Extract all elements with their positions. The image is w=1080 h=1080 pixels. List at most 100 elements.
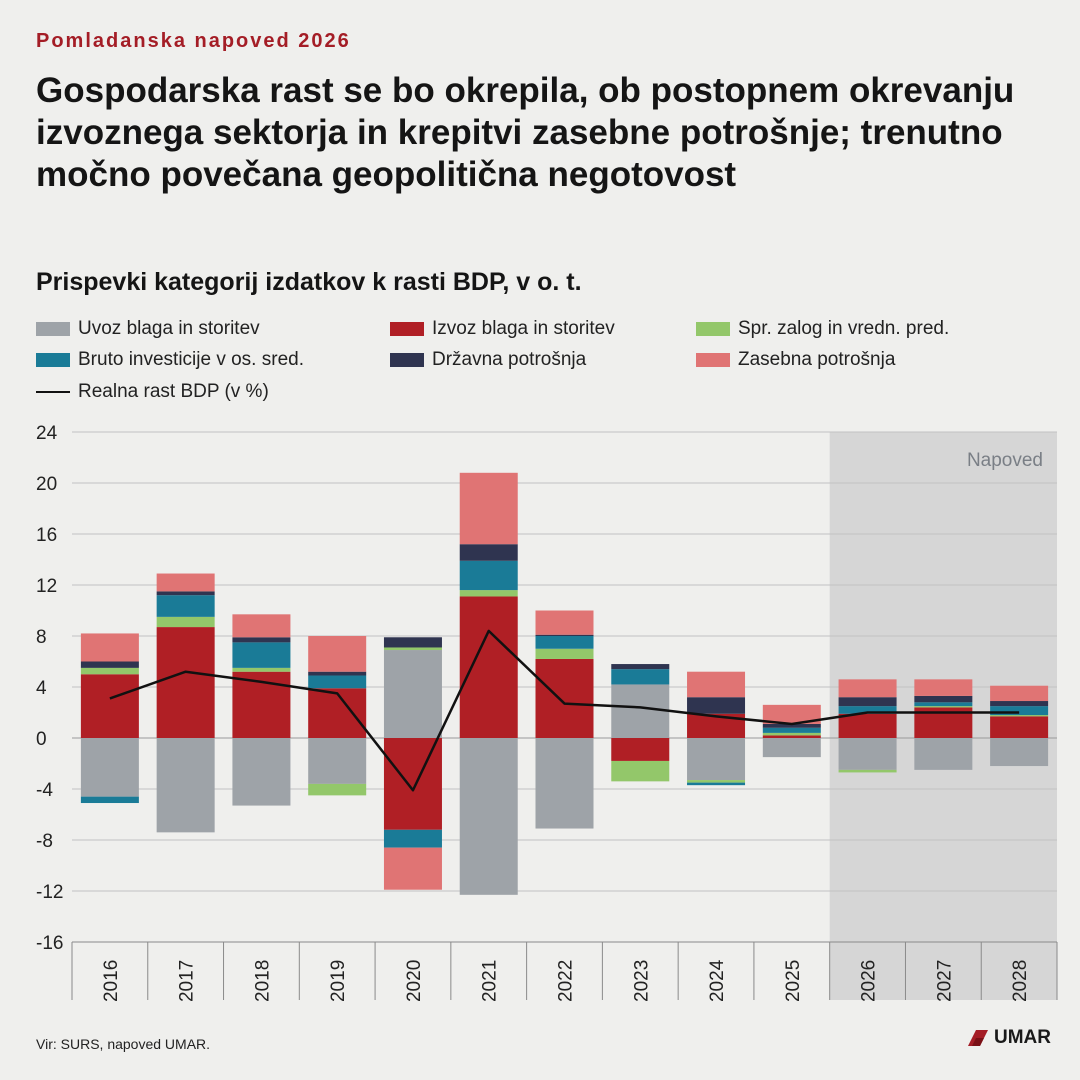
bar-segment bbox=[308, 636, 367, 672]
bar-segment bbox=[80, 738, 139, 797]
bar-segment bbox=[990, 685, 1049, 702]
umar-logo-icon bbox=[968, 1030, 988, 1046]
bar-segment bbox=[762, 727, 821, 733]
legend: Uvoz blaga in storitev Izvoz blaga in st… bbox=[36, 318, 1046, 418]
bar-segment bbox=[838, 713, 897, 738]
bar-segment bbox=[762, 732, 821, 736]
bar-segment bbox=[459, 596, 518, 738]
bar-segment bbox=[80, 633, 139, 662]
bar-segment bbox=[383, 647, 442, 651]
bar-segment bbox=[838, 697, 897, 707]
headline: Gospodarska rast se bo okrepila, ob post… bbox=[36, 71, 1015, 194]
bar-segment bbox=[308, 671, 367, 676]
bar-segment bbox=[687, 782, 746, 786]
bar-segment bbox=[459, 738, 518, 895]
bar-segment bbox=[308, 675, 367, 689]
legend-item-gdp: Realna rast BDP (v %) bbox=[36, 381, 269, 403]
bar-segment bbox=[459, 472, 518, 545]
bar-segment bbox=[687, 780, 746, 783]
bar-segment bbox=[990, 706, 1049, 716]
bar-segment bbox=[838, 738, 897, 770]
bar-segment bbox=[990, 716, 1049, 738]
bar-segment bbox=[762, 738, 821, 758]
bar-segment bbox=[535, 610, 594, 635]
bar-segment bbox=[232, 614, 291, 638]
bar-segment bbox=[914, 738, 973, 770]
legend-label-private: Zasebna potrošnja bbox=[738, 349, 896, 370]
bar-segment bbox=[687, 738, 746, 781]
umar-logo-text: UMAR bbox=[994, 1027, 1051, 1048]
x-tick-label: 2021 bbox=[480, 960, 501, 1002]
bar-segment bbox=[459, 590, 518, 597]
bar-segment bbox=[383, 738, 442, 830]
bar-segment bbox=[80, 667, 139, 675]
bar-segment bbox=[914, 695, 973, 703]
bar-segment bbox=[838, 769, 897, 773]
x-tick-label: 2022 bbox=[556, 960, 577, 1002]
bar-segment bbox=[535, 648, 594, 659]
bar-segment bbox=[383, 637, 442, 648]
bar-segment bbox=[611, 669, 670, 685]
bar-segment bbox=[914, 679, 973, 696]
legend-swatch-investment bbox=[36, 353, 70, 367]
bar-segment bbox=[914, 702, 973, 707]
chart-subtitle: Prispevki kategorij izdatkov k rasti BDP… bbox=[36, 268, 582, 296]
bar-segment bbox=[838, 706, 897, 714]
y-tick-label: -4 bbox=[36, 780, 53, 801]
x-tick-label: 2025 bbox=[783, 960, 804, 1002]
x-tick-label: 2028 bbox=[1010, 960, 1031, 1002]
x-tick-label: 2018 bbox=[252, 960, 273, 1002]
legend-item-exports: Izvoz blaga in storitev bbox=[390, 318, 615, 340]
bar-segment bbox=[156, 573, 215, 592]
legend-label-imports: Uvoz blaga in storitev bbox=[78, 318, 260, 339]
legend-swatch-imports bbox=[36, 322, 70, 336]
bar-segment bbox=[383, 847, 442, 890]
legend-item-investment: Bruto investicije v os. sred. bbox=[36, 349, 304, 371]
bar-segment bbox=[838, 679, 897, 698]
bar-segment bbox=[990, 715, 1049, 717]
bar-segment bbox=[232, 637, 291, 643]
bar-segment bbox=[762, 723, 821, 728]
legend-item-inventories: Spr. zalog in vredn. pred. bbox=[696, 318, 949, 340]
bar-segment bbox=[383, 829, 442, 848]
umar-logo: UMAR bbox=[966, 1026, 1051, 1050]
bar-segment bbox=[990, 738, 1049, 767]
bar-segment bbox=[687, 697, 746, 714]
x-tick-label: 2026 bbox=[859, 960, 880, 1002]
bar-segment bbox=[156, 627, 215, 738]
x-tick-label: 2023 bbox=[631, 960, 652, 1002]
y-tick-label: 0 bbox=[36, 729, 47, 750]
bar-segment bbox=[990, 701, 1049, 707]
bar-segment bbox=[232, 667, 291, 672]
forecast-label: Napoved bbox=[967, 450, 1043, 471]
bar-segment bbox=[80, 661, 139, 668]
legend-swatch-government bbox=[390, 353, 424, 367]
legend-label-government: Državna potrošnja bbox=[432, 349, 587, 370]
bar-segment bbox=[232, 738, 291, 806]
legend-item-government: Državna potrošnja bbox=[390, 349, 586, 371]
y-tick-label: -8 bbox=[36, 831, 53, 852]
x-tick-label: 2027 bbox=[934, 960, 955, 1002]
bar-segment bbox=[535, 634, 594, 636]
bar-segment bbox=[383, 650, 442, 738]
bar-segment bbox=[459, 560, 518, 591]
bar-segment bbox=[611, 760, 670, 782]
legend-swatch-inventories bbox=[696, 322, 730, 336]
kicker: Pomladanska napoved 2026 bbox=[36, 30, 351, 52]
legend-item-imports: Uvoz blaga in storitev bbox=[36, 318, 260, 340]
y-tick-label: 8 bbox=[36, 627, 47, 648]
legend-label-inventories: Spr. zalog in vredn. pred. bbox=[738, 318, 950, 339]
bar-segment bbox=[156, 616, 215, 628]
source-note: Vir: SURS, napoved UMAR. bbox=[36, 1036, 211, 1052]
x-tick-label: 2019 bbox=[328, 960, 349, 1002]
bar-segment bbox=[80, 674, 139, 738]
y-tick-label: -16 bbox=[36, 933, 63, 954]
y-tick-label: 24 bbox=[36, 423, 58, 444]
x-tick-label: 2024 bbox=[707, 959, 728, 1002]
bar-segment bbox=[535, 738, 594, 829]
bar-segment bbox=[459, 544, 518, 561]
legend-item-private: Zasebna potrošnja bbox=[696, 349, 895, 371]
y-tick-label: 4 bbox=[36, 678, 47, 699]
bar-segment bbox=[156, 591, 215, 596]
